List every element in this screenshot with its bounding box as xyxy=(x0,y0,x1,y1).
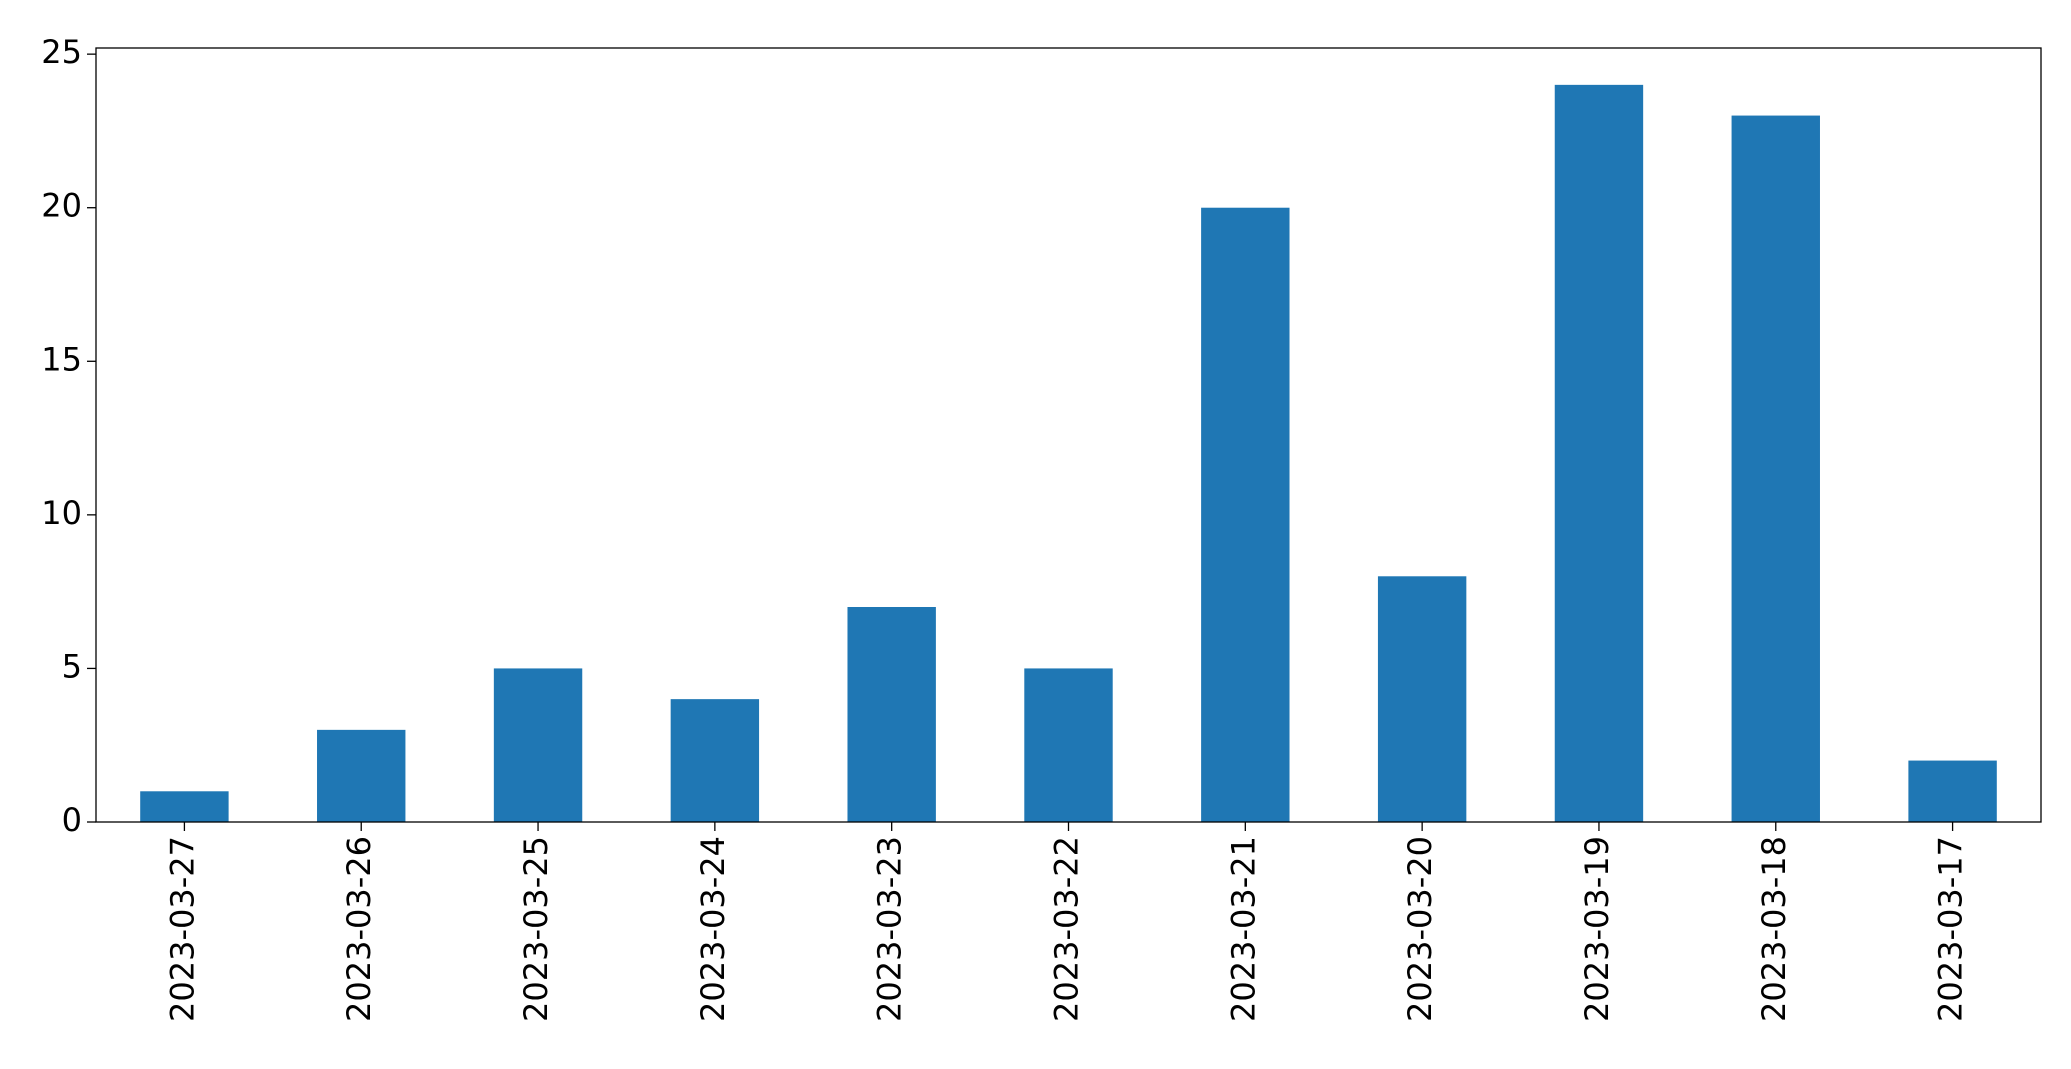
x-tick-label: 2023-03-25 xyxy=(517,836,555,1022)
plot-frame xyxy=(95,47,2042,823)
y-tick-label: 20 xyxy=(41,187,82,225)
x-tick-label: 2023-03-24 xyxy=(694,836,732,1022)
bar xyxy=(670,699,760,822)
y-tick-label: 5 xyxy=(62,647,82,685)
bar xyxy=(1024,668,1113,822)
bar xyxy=(1908,760,1997,822)
bar xyxy=(1554,84,1644,823)
x-tick-label: 2023-03-18 xyxy=(1755,836,1793,1022)
x-tick-label: 2023-03-22 xyxy=(1048,836,1086,1022)
bar xyxy=(140,791,229,822)
bar xyxy=(493,668,583,822)
x-tick-label: 2023-03-21 xyxy=(1224,836,1262,1022)
bar xyxy=(1201,207,1290,822)
bar xyxy=(317,729,406,822)
x-tick-label: 2023-03-26 xyxy=(340,836,378,1022)
bar xyxy=(1377,576,1467,822)
x-tick-label: 2023-03-19 xyxy=(1578,836,1616,1022)
x-tick-label: 2023-03-20 xyxy=(1401,836,1439,1022)
y-tick-label: 0 xyxy=(62,801,82,839)
bar xyxy=(847,607,936,822)
bar xyxy=(1731,115,1820,823)
y-tick-label: 25 xyxy=(41,33,82,71)
x-tick-label: 2023-03-17 xyxy=(1932,836,1970,1022)
x-tick-label: 2023-03-23 xyxy=(871,836,909,1022)
y-tick-label: 15 xyxy=(41,340,82,378)
y-tick-label: 10 xyxy=(41,494,82,532)
x-tick-label: 2023-03-27 xyxy=(163,836,201,1022)
